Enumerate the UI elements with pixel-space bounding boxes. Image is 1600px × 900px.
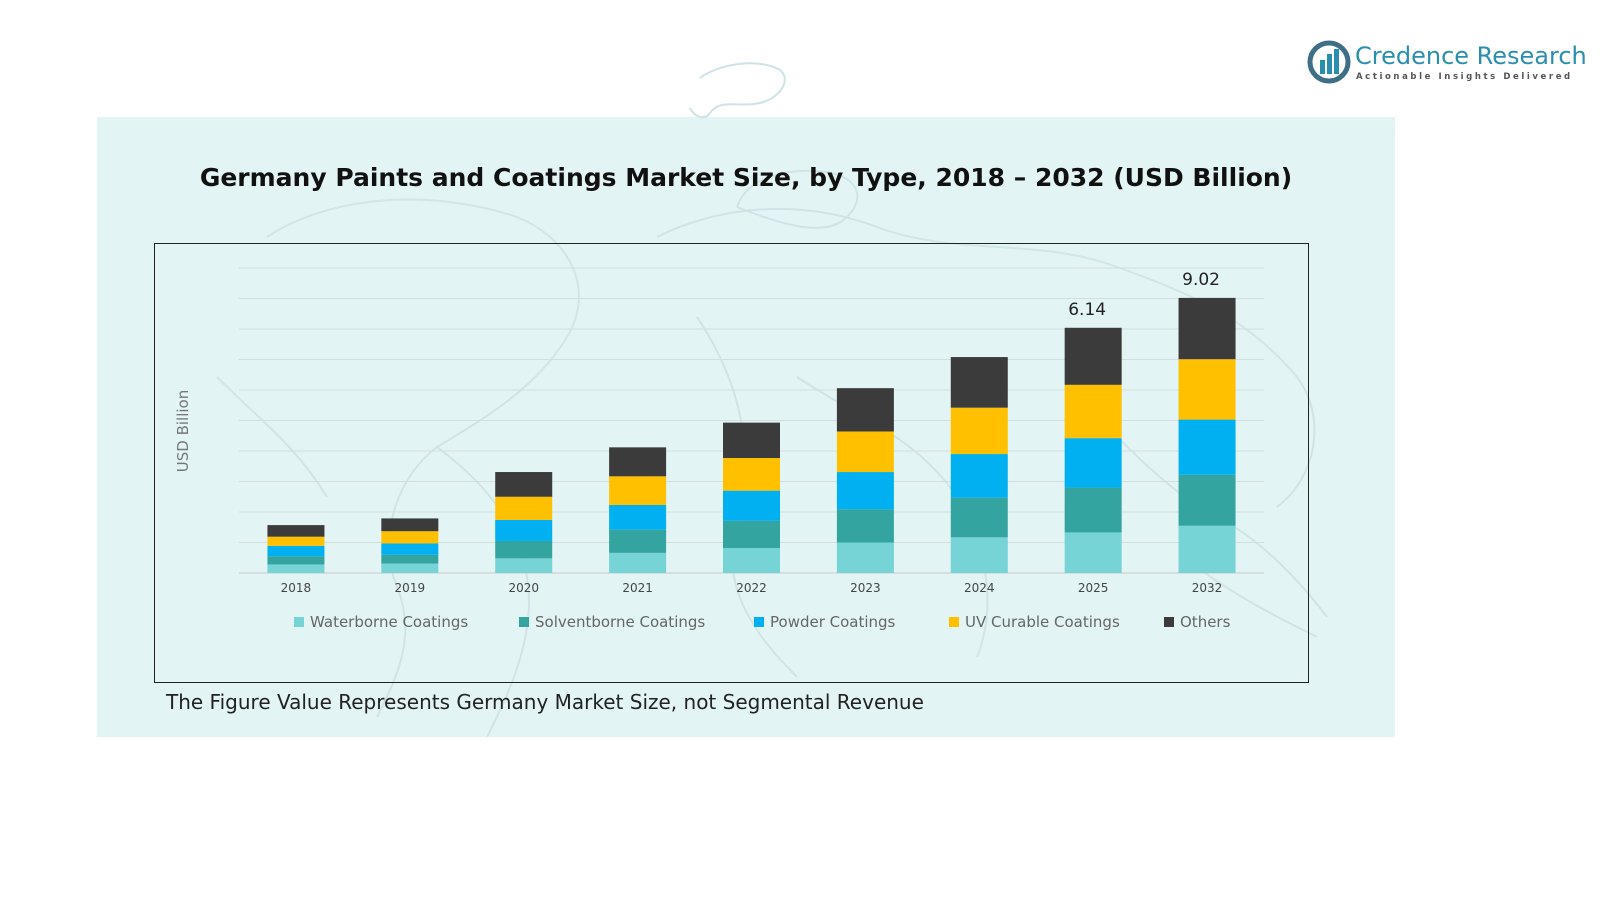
- bar-segment: [495, 558, 553, 573]
- bar-segment: [381, 554, 439, 564]
- bar-segment: [267, 525, 325, 537]
- x-tick-label: 2022: [736, 581, 767, 595]
- bar-segment: [609, 504, 667, 530]
- x-tick-label: 2018: [281, 581, 312, 595]
- bar-segment: [381, 543, 439, 555]
- brand-name: Credence Research: [1355, 42, 1587, 70]
- bar-segment: [1178, 297, 1236, 360]
- brand-logo: Credence Research Actionable Insights De…: [1307, 40, 1587, 90]
- total-data-label: 6.14: [1068, 300, 1106, 320]
- bar-segment: [836, 388, 894, 432]
- bar-segment: [267, 536, 325, 546]
- bar-segment: [609, 447, 667, 477]
- bar-segment: [950, 454, 1008, 498]
- bar-segment: [723, 422, 780, 459]
- stacked-bar-chart: USD Billion 2018 2019 2020 2021 2022 2023 2024 2…: [174, 267, 1264, 631]
- legend-swatch: [754, 617, 764, 627]
- footnote: The Figure Value Represents Germany Mark…: [166, 690, 924, 714]
- bar-segment: [950, 407, 1008, 455]
- y-axis-label: USD Billion: [174, 390, 192, 472]
- brand-chart-icon: [1307, 40, 1351, 84]
- bar-segment: [267, 556, 325, 565]
- x-tick-label: 2025: [1078, 581, 1109, 595]
- x-tick-label: 2023: [850, 581, 881, 595]
- bar-segment: [836, 472, 894, 510]
- legend-label: Waterborne Coatings: [310, 613, 468, 631]
- bar-segment: [1064, 487, 1122, 533]
- bar-segment: [1178, 474, 1236, 526]
- bar-segment: [609, 529, 667, 553]
- bar-segment: [836, 509, 894, 543]
- x-tick-label: 2019: [395, 581, 426, 595]
- legend-swatch: [294, 617, 304, 627]
- legend-label: Solventborne Coatings: [535, 613, 705, 631]
- x-tick-label: 2021: [622, 581, 653, 595]
- bar-segment: [495, 472, 553, 497]
- bar-segment: [1064, 532, 1122, 573]
- chart-title: Germany Paints and Coatings Market Size,…: [199, 163, 1293, 192]
- legend-label: Powder Coatings: [770, 613, 896, 631]
- bar-segment: [723, 490, 780, 521]
- bar-segment: [950, 537, 1008, 573]
- bar-segment: [723, 458, 780, 491]
- brand-tagline: Actionable Insights Delivered: [1356, 72, 1573, 82]
- bar-segment: [267, 564, 325, 573]
- bar-segment: [381, 531, 439, 544]
- bar-segment: [723, 547, 780, 573]
- bar-segment: [1064, 438, 1122, 488]
- bar-segment: [495, 496, 553, 520]
- legend-label: UV Curable Coatings: [965, 613, 1120, 631]
- map-outline-top: [689, 62, 786, 119]
- bar-segment: [1064, 384, 1122, 439]
- bar-segment: [381, 563, 439, 573]
- bar-segment: [267, 545, 325, 557]
- bar-segment: [950, 497, 1008, 538]
- bar-segment: [723, 520, 780, 548]
- bar-segment: [381, 518, 439, 532]
- legend-swatch: [949, 617, 959, 627]
- x-tick-label: 2032: [1192, 581, 1223, 595]
- bar-segment: [609, 552, 667, 573]
- chart-frame: [154, 243, 1309, 683]
- bar-segment: [495, 519, 553, 541]
- total-data-label: 9.02: [1182, 270, 1220, 290]
- bar-segment: [836, 542, 894, 573]
- bar-segment: [1178, 525, 1236, 573]
- legend-swatch: [519, 617, 529, 627]
- bar-segment: [950, 357, 1008, 408]
- bar-segment: [609, 476, 667, 505]
- x-tick-label: 2024: [964, 581, 995, 595]
- bar-segment: [1178, 359, 1236, 420]
- bar-segment: [495, 540, 553, 559]
- bar-segment: [1064, 327, 1122, 385]
- legend-label: Others: [1180, 613, 1231, 631]
- legend-swatch: [1164, 617, 1174, 627]
- x-tick-label: 2020: [508, 581, 539, 595]
- bar-segment: [836, 431, 894, 473]
- bar-segment: [1178, 419, 1236, 475]
